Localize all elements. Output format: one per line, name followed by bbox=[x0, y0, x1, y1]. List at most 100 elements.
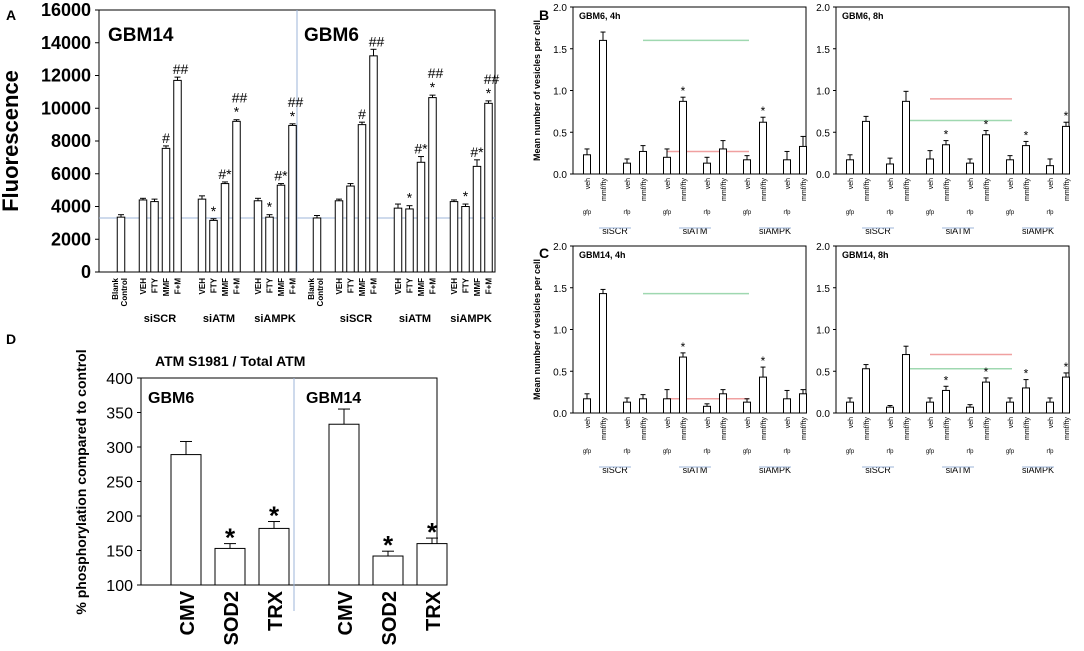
small-panel-bar-label: mmf/fty bbox=[944, 417, 951, 440]
panel-d-y-axis-label: % phosphorylation compared to control bbox=[73, 349, 89, 614]
panel-d-xlabel: CMV bbox=[335, 590, 357, 635]
small-panel-sub-label: gfp bbox=[1006, 449, 1015, 455]
small-panel-sub-label: rfp bbox=[703, 210, 711, 216]
small-panel-group-label: siATM bbox=[683, 465, 708, 475]
small-panel-bar-label: veh bbox=[625, 178, 632, 189]
small-panel-sub-label: rfp bbox=[1046, 210, 1054, 216]
panel-a-annotation: ## bbox=[428, 65, 444, 81]
small-panel-group-label: siAMPK bbox=[1022, 465, 1054, 475]
panel-a-bar bbox=[288, 124, 297, 273]
small-panel-group-label: siSCR bbox=[602, 226, 628, 236]
panel-a-xlabel: MMF bbox=[221, 278, 230, 296]
small-panel-bar-label: mmf/fty bbox=[1064, 417, 1071, 440]
small-panel-bar bbox=[886, 406, 894, 414]
small-panel-bar-label: mmf/fty bbox=[864, 178, 871, 201]
small-panel-bar bbox=[982, 381, 990, 414]
panel-d-bar bbox=[214, 547, 246, 586]
panel-a-annotation: ## bbox=[484, 71, 500, 87]
small-panel-bar bbox=[1006, 401, 1014, 414]
small-panel-group-label: siAMPK bbox=[759, 465, 791, 475]
small-panel-bar-label: veh bbox=[745, 417, 752, 428]
panel-a-ytick-label: 16000 bbox=[41, 0, 91, 20]
small-panel-bar bbox=[799, 393, 807, 414]
small-panel-bar bbox=[743, 401, 751, 414]
small-panel-bar bbox=[783, 398, 791, 414]
panel-a-bar-blank bbox=[116, 216, 126, 273]
small-panel-ytick-label: 1.5 bbox=[816, 284, 830, 295]
small-panel-bar-label: veh bbox=[848, 417, 855, 428]
small-panel-group-label: siAMPK bbox=[759, 226, 791, 236]
small-panel-bar bbox=[679, 356, 687, 414]
panel-a-annotation: * bbox=[267, 199, 273, 215]
small-panel-title: GBM6, 8h bbox=[842, 11, 884, 21]
panel-a-xlabel: FTY bbox=[462, 277, 471, 293]
small-panel-title: GBM6, 4h bbox=[579, 11, 621, 21]
panel-d-bar bbox=[328, 423, 360, 586]
panel-a-bar bbox=[346, 185, 355, 273]
small-panel-ytick-label: 0.5 bbox=[816, 367, 830, 378]
small-panel-ytick-label: 2.0 bbox=[816, 242, 830, 253]
small-panel-sub-label: gfp bbox=[926, 210, 935, 216]
small-panel-bar bbox=[926, 401, 934, 414]
panel-a-bar bbox=[334, 200, 344, 273]
small-panel-bar bbox=[966, 162, 974, 175]
panel-d-bar bbox=[372, 555, 404, 586]
small-panel-bar bbox=[942, 389, 950, 414]
panel-a-annotation: ## bbox=[369, 33, 385, 49]
panel-a-group-label: siATM bbox=[203, 313, 235, 325]
small-panel-y-axis-label: Mean number of vesicles per cell bbox=[532, 259, 542, 400]
small-panel-bar bbox=[1062, 376, 1070, 414]
small-panel-ytick-label: 1.0 bbox=[816, 87, 830, 98]
panel-a-xlabel: F+M bbox=[233, 278, 242, 295]
small-panel-bar-label: veh bbox=[585, 178, 592, 189]
small-panel-bar-label: mmf/fty bbox=[641, 417, 648, 440]
panel-a-bar bbox=[138, 199, 148, 273]
panel-a-ytick-label: 14000 bbox=[41, 33, 91, 53]
small-panel-bar bbox=[1046, 165, 1054, 175]
small-panel-bar-label: veh bbox=[1048, 417, 1055, 428]
small-panel-group-label: siATM bbox=[946, 465, 971, 475]
small-panel-bar-label: mmf/fty bbox=[984, 178, 991, 201]
small-panel-bar bbox=[703, 162, 711, 175]
small-panel-sub-label: gfp bbox=[663, 210, 672, 216]
small-panel-bar-label: veh bbox=[665, 417, 672, 428]
panel-a-bar bbox=[369, 55, 378, 273]
panel-a-annotation: * bbox=[486, 85, 492, 101]
small-panel-sub-label: gfp bbox=[846, 449, 855, 455]
small-panel-sub-label: rfp bbox=[966, 449, 974, 455]
small-panel-ytick-label: 0.5 bbox=[553, 367, 567, 378]
panel-a-annotation: ## bbox=[232, 90, 248, 106]
panel-a-xlabel: MMF bbox=[473, 278, 482, 296]
panel-a-xlabel: MMF bbox=[417, 278, 426, 296]
panel-a-ytick-label: 0 bbox=[81, 262, 91, 282]
panel-d-xlabel: CMV bbox=[177, 590, 199, 635]
small-panel-bar bbox=[846, 401, 854, 414]
small-panel-bar bbox=[902, 100, 910, 175]
panel-d-bar bbox=[170, 454, 202, 586]
small-panel-sub-label: gfp bbox=[663, 449, 672, 455]
small-panel-bar bbox=[1046, 401, 1054, 414]
small-panel-bar-label: mmf/fty bbox=[904, 178, 911, 201]
panel-a-xlabel: MMF bbox=[277, 278, 286, 296]
panel-a-annotation: * bbox=[234, 104, 240, 120]
small-panel-bar-label: mmf/fty bbox=[721, 417, 728, 440]
panel-a-xlabel: F+M bbox=[370, 278, 379, 295]
small-panel-bar-label: veh bbox=[1008, 417, 1015, 428]
small-panel-sub-label: rfp bbox=[1046, 449, 1054, 455]
small-panel-ytick-label: 1.0 bbox=[816, 326, 830, 337]
panel-a-ytick-label: 6000 bbox=[51, 164, 91, 184]
small-panel-sub-label: gfp bbox=[1006, 210, 1015, 216]
panel-a-xlabel: F+M bbox=[289, 278, 298, 295]
small-panel-bar-label: veh bbox=[745, 178, 752, 189]
panel-d-xlabel: TRX bbox=[265, 590, 287, 631]
panel-a-xlabel: F+M bbox=[429, 278, 438, 295]
small-panel-group-label: siSCR bbox=[602, 465, 628, 475]
small-panel-bar bbox=[1006, 159, 1014, 175]
panel-a-bar bbox=[220, 183, 230, 273]
panel-a-xlabel: FTY bbox=[347, 277, 356, 293]
small-panel-bar-label: mmf/fty bbox=[944, 178, 951, 201]
panel-a-xlabel: F+M bbox=[485, 278, 494, 295]
small-panel-bar-label: veh bbox=[625, 417, 632, 428]
small-panel-frame bbox=[835, 6, 1070, 175]
